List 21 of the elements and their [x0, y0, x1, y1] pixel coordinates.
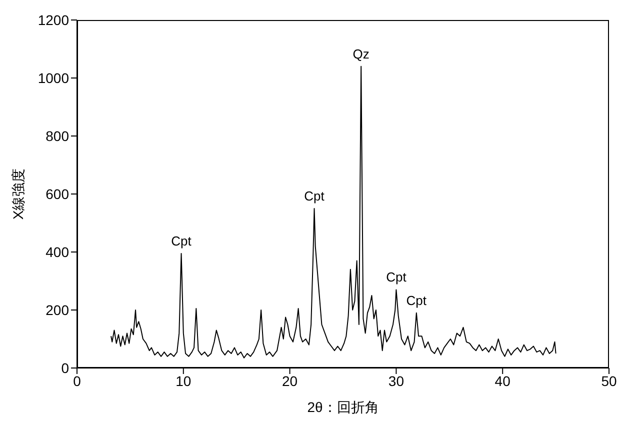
- annotation: Cpt: [304, 188, 325, 204]
- annotation: Cpt: [386, 270, 407, 285]
- x-tick-label: 10: [176, 372, 192, 389]
- x-axis-title: 2θ：回折角: [307, 399, 379, 415]
- y-tick-label: 800: [46, 128, 70, 144]
- x-tick-label: 50: [601, 372, 617, 389]
- y-tick-label: 1200: [38, 12, 70, 28]
- y-tick-label: 600: [46, 186, 70, 202]
- line-series: [110, 66, 556, 358]
- x-tick-label: 20: [282, 372, 298, 389]
- annotation: Qz: [352, 46, 370, 62]
- y-tick-label: 400: [46, 244, 70, 260]
- x-tick-label: 30: [388, 372, 404, 389]
- y-tick-label: 1000: [38, 70, 70, 86]
- y-axis-title: X線強度: [10, 168, 26, 220]
- y-tick-label: 0: [61, 360, 70, 376]
- x-tick-label: 0: [73, 372, 82, 389]
- annotation: Cpt: [406, 292, 427, 308]
- y-tick-label: 200: [46, 302, 70, 318]
- x-tick-label: 40: [494, 372, 511, 389]
- annotation: Cpt: [171, 233, 192, 248]
